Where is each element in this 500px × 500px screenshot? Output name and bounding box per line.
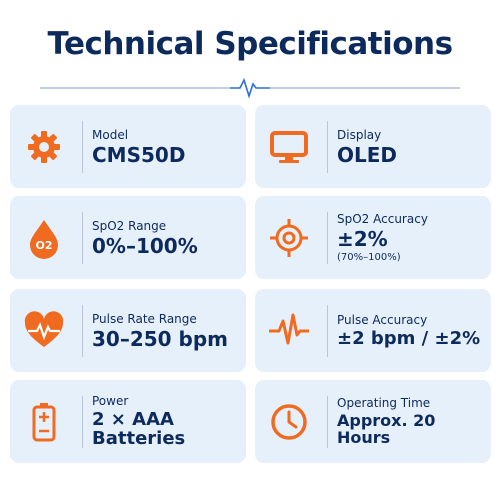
spec-card: Model CMS50D [10,105,246,188]
clock-icon [271,404,307,440]
spec-card: Operating Time Approx. 20 Hours [255,380,491,463]
spec-value: ±2% [337,227,388,251]
spec-label: Pulse Rate Range [92,311,197,326]
spec-value: OLED [337,142,398,167]
spec-card: SpO2 Accuracy ±2% (70%–100%) [255,196,491,279]
battery-icon [32,403,56,442]
spec-label: Display [337,127,382,142]
divider [327,396,328,448]
pulse-icon [269,313,309,345]
spec-value: 0%–100% [92,233,198,258]
icon-text: O2 [35,239,52,252]
spec-label: Operating Time [337,396,431,411]
spec-label: SpO2 Accuracy [337,212,428,226]
spec-value: Approx. 20 Hours [337,411,436,447]
spec-label: Model [92,127,129,142]
spec-value: CMS50D [92,142,186,167]
divider [327,121,328,173]
divider [327,212,328,264]
spec-card: Power 2 × AAA Batteries [10,380,246,463]
target-icon [270,219,308,257]
heart-icon [24,311,64,347]
spec-label: SpO2 Range [92,218,167,233]
divider [82,212,83,264]
spec-card: Display OLED [255,105,491,188]
spec-card: O2 SpO2 Range 0%–100% [10,196,246,279]
drop-icon: O2 [30,220,58,259]
spec-card: Pulse Accuracy ±2 bpm / ±2% [255,289,491,372]
spec-value: 30–250 bpm [92,326,229,351]
divider [327,305,328,357]
spec-label: Power [92,394,129,409]
divider [82,396,83,448]
title: Technical Specifications [47,26,453,62]
gear-icon [28,131,60,163]
spec-value: 2 × AAA Batteries [92,409,186,449]
divider [82,121,83,173]
spec-value: ±2 bpm / ±2% [337,327,481,349]
divider [82,305,83,357]
spec-note: (70%–100%) [337,252,401,263]
spec-card: Pulse Rate Range 30–250 bpm [10,289,246,372]
display-icon [270,131,308,163]
spec-label: Pulse Accuracy [337,312,428,327]
title-rule [40,77,460,99]
